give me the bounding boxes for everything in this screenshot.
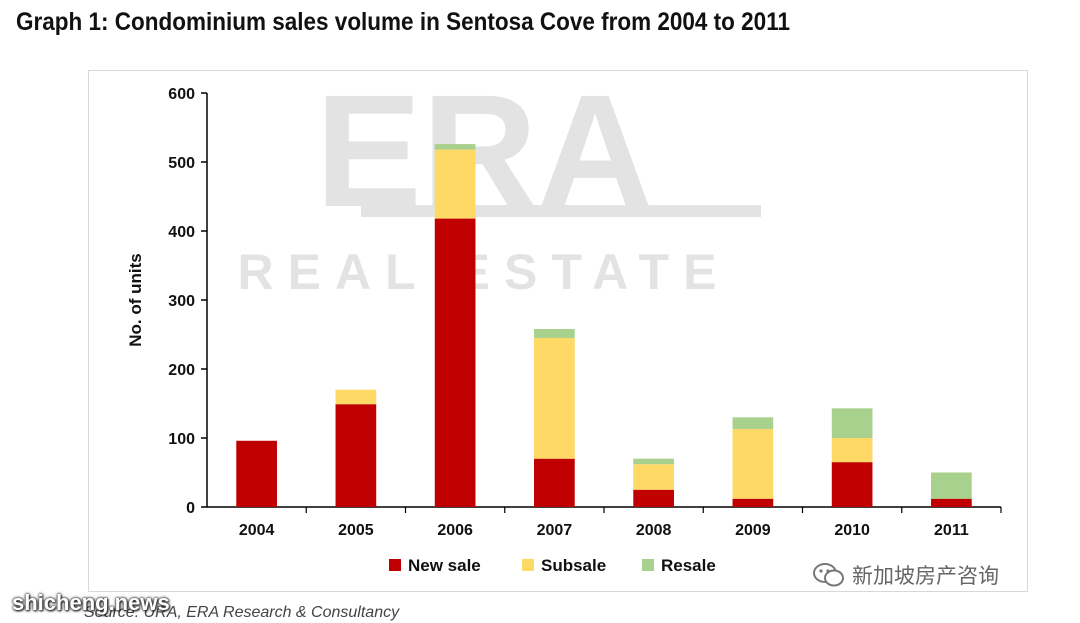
- bar-resale-2011: [931, 472, 972, 499]
- chart-svg: ERA REAL ESTATE 0 100 200 300 400 500 600 No. o…: [126, 71, 1002, 575]
- bar-new-sale-2009: [732, 498, 774, 507]
- bar-new-sale-2006: [434, 218, 476, 507]
- bar-resale-2010: [831, 408, 873, 438]
- y-tick-label: 600: [168, 86, 195, 103]
- y-tick-label: 500: [168, 155, 195, 172]
- bar-resale-2006: [434, 144, 476, 150]
- bar-subsale-2005: [335, 389, 377, 405]
- wechat-icon: [813, 563, 844, 587]
- x-tick-label: 2006: [437, 522, 473, 539]
- era-logo-bar: [361, 205, 761, 217]
- legend-item-subsale: Subsale: [522, 556, 606, 575]
- wechat-watermark: 新加坡房产咨询: [812, 560, 999, 590]
- x-tick-label: 2009: [735, 522, 771, 539]
- bar-new-sale-2007: [534, 458, 575, 507]
- bar-subsale-2009: [732, 429, 774, 499]
- y-tick-label: 400: [168, 224, 195, 241]
- chart-title: Graph 1: Condominium sales volume in Sen…: [16, 8, 790, 36]
- legend-label: Resale: [661, 556, 716, 575]
- legend-label: New sale: [408, 556, 481, 575]
- y-axis-label: No. of units: [126, 253, 145, 346]
- legend-label: Subsale: [541, 556, 606, 575]
- source-note: Source: URA, ERA Research & Consultancy: [84, 604, 400, 621]
- legend-swatch: [642, 559, 654, 571]
- legend-item-resale: Resale: [642, 556, 716, 575]
- bar-new-sale-2004: [236, 440, 277, 507]
- bar-new-sale-2010: [831, 462, 873, 507]
- x-tick-label: 2010: [834, 522, 870, 539]
- bar-subsale-2006: [434, 149, 476, 219]
- y-tick-label: 100: [168, 431, 195, 448]
- bar-subsale-2007: [534, 337, 575, 459]
- bar-new-sale-2011: [931, 498, 972, 507]
- bar-new-sale-2005: [335, 404, 377, 507]
- x-tick-label: 2011: [934, 522, 969, 539]
- era-logo-sub: REAL ESTATE: [238, 244, 731, 300]
- legend-item-new-sale: New sale: [389, 556, 481, 575]
- legend-swatch: [522, 559, 534, 571]
- bar-resale-2009: [732, 417, 774, 430]
- x-tick-label: 2004: [239, 522, 275, 539]
- bar-subsale-2008: [633, 464, 674, 490]
- era-logo-watermark: ERA REAL ESTATE: [238, 71, 761, 300]
- chart-area: ERA REAL ESTATE 0 100 200 300 400 500 600 No. o…: [88, 70, 1028, 592]
- y-tick-label: 200: [168, 362, 195, 379]
- x-tick-label: 2008: [636, 522, 672, 539]
- y-tick-label: 0: [186, 500, 195, 517]
- legend-swatch: [389, 559, 401, 571]
- bar-resale-2007: [534, 328, 575, 338]
- bar-subsale-2010: [831, 438, 873, 463]
- era-logo-brand: ERA: [315, 71, 653, 240]
- wechat-account-name: 新加坡房产咨询: [852, 564, 999, 588]
- y-tick-label: 300: [168, 293, 195, 310]
- x-tick-label: 2005: [338, 522, 374, 539]
- bar-resale-2008: [633, 458, 674, 465]
- bar-new-sale-2008: [633, 489, 674, 507]
- site-watermark: shicheng.news: [12, 590, 170, 615]
- x-tick-label: 2007: [537, 522, 573, 539]
